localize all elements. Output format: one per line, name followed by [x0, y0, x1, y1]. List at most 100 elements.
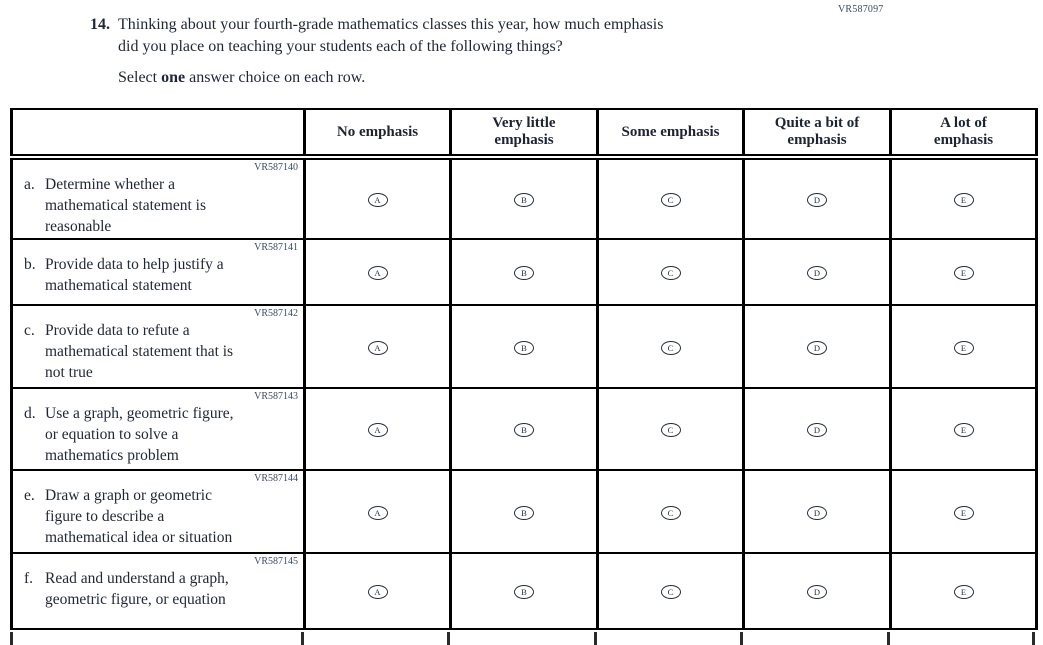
question-text-line: Thinking about your fourth-grade mathema…: [118, 16, 664, 33]
oval-letter: B: [521, 268, 527, 278]
row-label-cell: VR587142 c. Provide data to refute a mat…: [10, 304, 306, 389]
answer-oval-c[interactable]: C: [660, 340, 681, 355]
answer-cell: A: [303, 469, 452, 554]
row-letter: c.: [24, 322, 35, 339]
row-text-line: mathematical statement that is: [45, 343, 234, 360]
answer-oval-e[interactable]: E: [953, 505, 974, 520]
answer-cell: C: [596, 238, 745, 306]
answer-oval-c[interactable]: C: [660, 423, 681, 438]
answer-oval-a[interactable]: A: [367, 340, 388, 355]
instruction-bold-word: one: [161, 69, 186, 86]
answer-oval-a[interactable]: A: [367, 193, 388, 208]
header-row: No emphasis Very little emphasis Some em…: [10, 108, 1038, 160]
answer-oval-d[interactable]: D: [807, 266, 827, 281]
answer-oval-e[interactable]: E: [953, 193, 974, 208]
header-line: A lot of: [940, 115, 987, 131]
answer-oval-d[interactable]: D: [807, 423, 827, 438]
row-text: Provide data to refute a mathematical st…: [45, 320, 303, 383]
oval-letter: B: [521, 195, 527, 205]
oval-letter: E: [960, 507, 967, 518]
answer-oval-e[interactable]: E: [953, 423, 974, 438]
answer-oval-a[interactable]: A: [367, 505, 388, 520]
row-text-line: figure to describe a: [45, 508, 165, 525]
table-rule-stub: [10, 632, 13, 645]
header-line: No emphasis: [336, 123, 419, 140]
answer-cell: A: [303, 552, 452, 630]
row-letter: b.: [24, 256, 36, 273]
header-line: emphasis: [933, 132, 994, 148]
row-text-line: geometric figure, or equation: [45, 591, 226, 608]
row-code: VR587145: [254, 556, 298, 567]
answer-oval-c[interactable]: C: [660, 193, 681, 208]
table-rule-stub: [594, 632, 597, 645]
table-rule-stub: [740, 632, 743, 645]
oval-letter: D: [813, 425, 821, 435]
answer-oval-c[interactable]: C: [660, 266, 681, 281]
header-blank-cell: [10, 108, 306, 160]
answer-oval-a[interactable]: A: [367, 266, 388, 281]
row-label-cell: VR587145 f. Read and understand a graph,…: [10, 552, 306, 630]
oval-letter: D: [813, 195, 821, 205]
answer-cell: A: [303, 156, 452, 240]
table-row-c: VR587142 c. Provide data to refute a mat…: [10, 304, 1038, 389]
header-line: emphasis: [494, 132, 554, 148]
answer-oval-c[interactable]: C: [660, 505, 681, 520]
answer-oval-b[interactable]: B: [514, 585, 534, 600]
table-row-d: VR587143 d. Use a graph, geometric figur…: [10, 387, 1038, 471]
answer-oval-a[interactable]: A: [367, 585, 388, 600]
answer-oval-d[interactable]: D: [807, 585, 827, 600]
row-label-cell: VR587144 e. Draw a graph or geometric fi…: [10, 469, 306, 554]
question-number: 14.: [90, 16, 110, 33]
table-row-f: VR587145 f. Read and understand a graph,…: [10, 552, 1038, 630]
table-row-e: VR587144 e. Draw a graph or geometric fi…: [10, 469, 1038, 554]
oval-letter: D: [813, 342, 821, 353]
answer-cell: D: [742, 238, 892, 306]
row-text-line: Read and understand a graph,: [45, 570, 229, 587]
row-text: Draw a graph or geometric figure to desc…: [45, 485, 303, 548]
oval-letter: A: [374, 507, 381, 518]
answer-oval-b[interactable]: B: [514, 505, 534, 520]
answer-cell: C: [596, 552, 745, 630]
answer-cell: D: [742, 387, 892, 471]
row-text-line: mathematics problem: [45, 447, 179, 464]
answer-cell: C: [596, 469, 745, 554]
oval-letter: C: [667, 195, 674, 205]
row-code: VR587141: [254, 242, 298, 253]
answer-oval-b[interactable]: B: [514, 340, 534, 355]
oval-letter: A: [374, 587, 381, 597]
answer-oval-d[interactable]: D: [807, 193, 827, 208]
row-letter: a.: [24, 176, 35, 193]
oval-letter: E: [960, 195, 967, 205]
oval-letter: B: [521, 587, 527, 597]
answer-cell: A: [303, 304, 452, 389]
emphasis-matrix-table: No emphasis Very little emphasis Some em…: [10, 108, 1038, 630]
column-header-quite-a-bit-of-emphasis: Quite a bit of emphasis: [742, 108, 892, 160]
table-rule-stub: [301, 632, 304, 645]
row-text-line: Draw a graph or geometric: [45, 487, 212, 504]
row-code: VR587140: [254, 162, 298, 173]
answer-oval-b[interactable]: B: [514, 423, 534, 438]
oval-letter: A: [374, 425, 381, 435]
answer-oval-b[interactable]: B: [514, 193, 534, 208]
answer-oval-d[interactable]: D: [807, 340, 827, 355]
row-text-line: or equation to solve a: [45, 426, 179, 443]
answer-oval-b[interactable]: B: [514, 266, 534, 281]
answer-oval-a[interactable]: A: [367, 423, 388, 438]
answer-oval-e[interactable]: E: [953, 340, 974, 355]
answer-cell: C: [596, 304, 745, 389]
answer-oval-e[interactable]: E: [953, 266, 974, 281]
answer-oval-e[interactable]: E: [953, 585, 974, 600]
table-row-b: VR587141 b. Provide data to help justify…: [10, 238, 1038, 306]
instruction-prefix: Select: [118, 69, 162, 86]
answer-cell: D: [742, 552, 892, 630]
oval-letter: C: [667, 268, 674, 278]
row-label-cell: VR587143 d. Use a graph, geometric figur…: [10, 387, 306, 471]
oval-letter: A: [374, 268, 381, 278]
row-text: Read and understand a graph, geometric f…: [45, 568, 303, 610]
oval-letter: D: [813, 587, 821, 597]
answer-cell: D: [742, 156, 892, 240]
oval-letter: C: [667, 507, 674, 518]
instruction-suffix: answer choice on each row.: [185, 69, 366, 86]
answer-oval-d[interactable]: D: [807, 505, 827, 520]
answer-oval-c[interactable]: C: [660, 585, 681, 600]
